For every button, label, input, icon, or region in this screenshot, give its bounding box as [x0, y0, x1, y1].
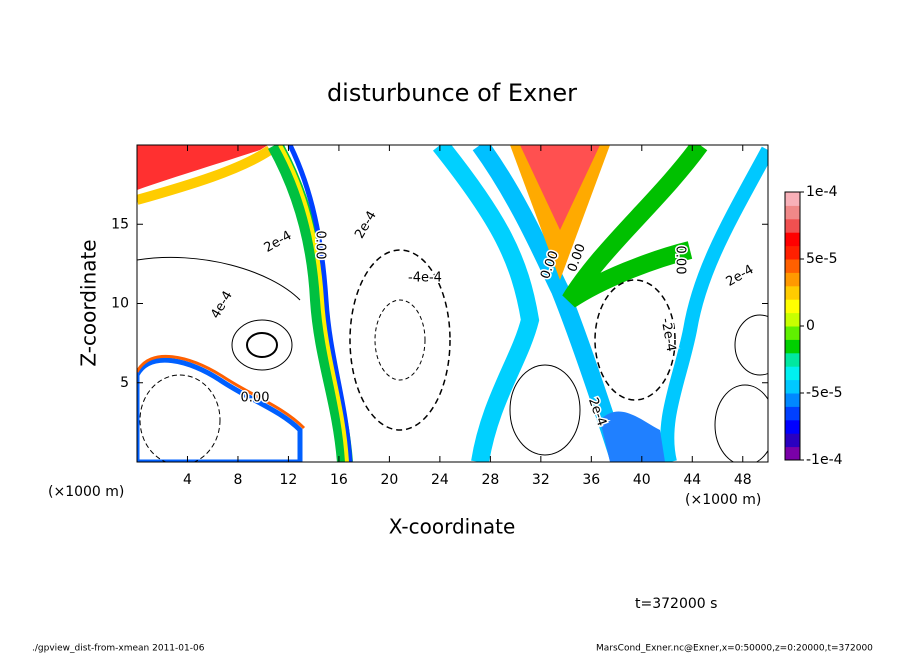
x-tick-label: 12 — [280, 472, 298, 488]
x-tick-label: 24 — [431, 472, 449, 488]
x-unit: (×1000 m) — [685, 492, 761, 508]
chart-title: disturbunce of Exner — [327, 79, 577, 107]
colorbar-swatch — [785, 366, 800, 381]
contour-label: -4e-4 — [408, 271, 442, 286]
colorbar-swatch — [785, 192, 800, 206]
colorbar-swatch — [785, 433, 800, 448]
colorbar-swatch — [785, 285, 800, 300]
contour-label: 2e-4 — [724, 262, 757, 290]
x-tick-label: 36 — [582, 472, 600, 488]
colorbar-tick-label: 5e-5 — [806, 251, 837, 267]
contour-label: 2e-4 — [352, 209, 380, 242]
x-tick-label: 20 — [380, 472, 398, 488]
colorbar-swatch — [785, 393, 800, 407]
colorbar-tick-label: -1e-4 — [806, 452, 843, 468]
colorbar-swatch — [785, 326, 800, 340]
colorbar-swatch — [785, 218, 800, 233]
x-tick-label: 40 — [633, 472, 651, 488]
colorbar-swatch — [785, 259, 800, 273]
contour-label: 0.00 — [241, 391, 270, 406]
y-tick-label: 10 — [111, 296, 129, 312]
x-tick-label: 4 — [183, 472, 192, 488]
colorbar-swatch — [785, 419, 800, 434]
x-unit: (×1000 m) — [48, 484, 124, 500]
x-tick-label: 28 — [481, 472, 499, 488]
contour-label: -2e-4 — [658, 317, 679, 353]
x-tick-label: 44 — [683, 472, 701, 488]
contour-field — [137, 145, 768, 462]
colorbar-swatch — [785, 406, 800, 421]
colorbar-swatch — [785, 446, 800, 461]
y-tick-label: 5 — [120, 375, 129, 391]
footer: ./gpview_dist-from-xmean 2011-01-06 — [32, 644, 205, 654]
x-axis-label: X-coordinate — [389, 515, 516, 539]
contour-label: 0.00 — [673, 246, 688, 275]
colorbar-tick-label: 1e-4 — [806, 184, 838, 200]
y-tick-label: 15 — [111, 216, 129, 232]
time-note: t=372000 s — [635, 596, 717, 612]
colorbar-tick-label: -5e-5 — [806, 385, 843, 401]
colorbar-swatch — [785, 205, 800, 220]
colorbar-swatch — [785, 312, 800, 327]
colorbar-swatch — [785, 272, 800, 287]
colorbar-swatch — [785, 379, 800, 394]
x-tick-label: 16 — [330, 472, 348, 488]
colorbar-swatch — [785, 245, 800, 260]
contour-label: 4e-4 — [208, 289, 236, 322]
y-axis-label: Z-coordinate — [77, 239, 101, 366]
contour-label: 2e-4 — [262, 228, 295, 256]
colorbar-swatch — [785, 232, 800, 247]
x-tick-label: 48 — [734, 472, 752, 488]
colorbar-swatch — [785, 299, 800, 314]
colorbar-swatch — [785, 339, 800, 354]
contour-label: 0.00 — [313, 231, 328, 260]
footer: MarsCond_Exner.nc@Exner,x=0:50000,z=0:20… — [596, 644, 873, 654]
colorbar-swatch — [785, 352, 800, 367]
colorbar-tick-label: 0 — [806, 318, 815, 334]
x-tick-label: 32 — [532, 472, 550, 488]
x-tick-label: 8 — [233, 472, 242, 488]
